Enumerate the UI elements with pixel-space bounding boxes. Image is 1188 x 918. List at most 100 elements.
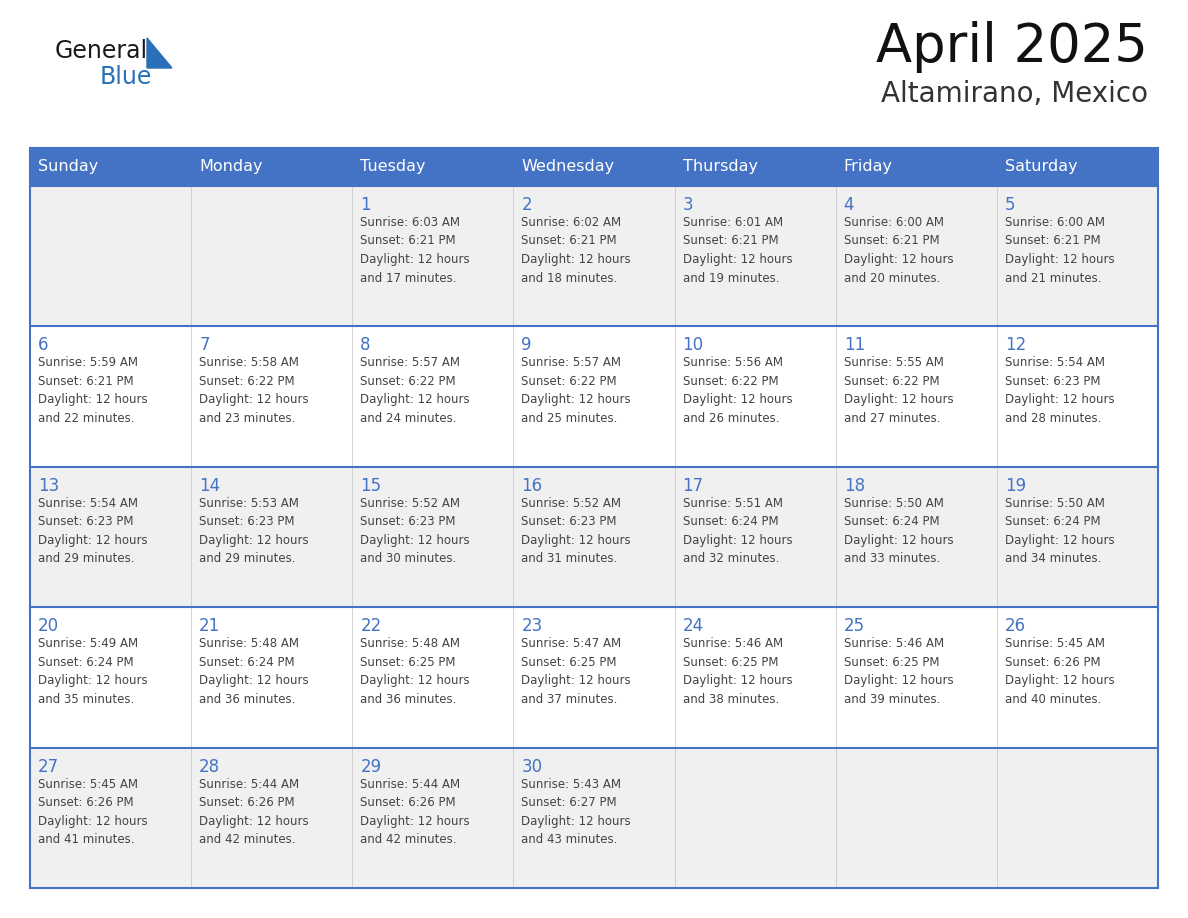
Text: 1: 1 [360,196,371,214]
Text: Wednesday: Wednesday [522,160,614,174]
Text: 2: 2 [522,196,532,214]
Text: Sunrise: 5:52 AM
Sunset: 6:23 PM
Daylight: 12 hours
and 31 minutes.: Sunrise: 5:52 AM Sunset: 6:23 PM Dayligh… [522,497,631,565]
Bar [997,327,1158,466]
Text: Sunrise: 5:57 AM
Sunset: 6:22 PM
Daylight: 12 hours
and 24 minutes.: Sunrise: 5:57 AM Sunset: 6:22 PM Dayligh… [360,356,470,425]
Bar [30,466,191,607]
Text: 18: 18 [843,476,865,495]
Bar [513,327,675,466]
Text: 19: 19 [1005,476,1026,495]
Bar [675,186,835,327]
Text: Blue: Blue [100,65,152,89]
Text: Sunrise: 5:48 AM
Sunset: 6:24 PM
Daylight: 12 hours
and 36 minutes.: Sunrise: 5:48 AM Sunset: 6:24 PM Dayligh… [200,637,309,706]
Text: Sunrise: 5:48 AM
Sunset: 6:25 PM
Daylight: 12 hours
and 36 minutes.: Sunrise: 5:48 AM Sunset: 6:25 PM Dayligh… [360,637,470,706]
Text: 12: 12 [1005,336,1026,354]
Text: Sunrise: 5:54 AM
Sunset: 6:23 PM
Daylight: 12 hours
and 29 minutes.: Sunrise: 5:54 AM Sunset: 6:23 PM Dayligh… [38,497,147,565]
Text: 29: 29 [360,757,381,776]
Text: Sunrise: 5:45 AM
Sunset: 6:26 PM
Daylight: 12 hours
and 40 minutes.: Sunrise: 5:45 AM Sunset: 6:26 PM Dayligh… [1005,637,1114,706]
Text: Tuesday: Tuesday [360,160,425,174]
Bar [513,466,675,607]
Bar [30,747,191,888]
Bar [835,186,997,327]
Bar [30,148,191,186]
Text: Altamirano, Mexico: Altamirano, Mexico [881,80,1148,108]
Text: Sunrise: 5:56 AM
Sunset: 6:22 PM
Daylight: 12 hours
and 26 minutes.: Sunrise: 5:56 AM Sunset: 6:22 PM Dayligh… [683,356,792,425]
Bar [997,466,1158,607]
Text: 24: 24 [683,617,703,635]
Text: Sunrise: 5:46 AM
Sunset: 6:25 PM
Daylight: 12 hours
and 39 minutes.: Sunrise: 5:46 AM Sunset: 6:25 PM Dayligh… [843,637,953,706]
Text: Saturday: Saturday [1005,160,1078,174]
Bar [191,747,353,888]
Text: Sunrise: 5:58 AM
Sunset: 6:22 PM
Daylight: 12 hours
and 23 minutes.: Sunrise: 5:58 AM Sunset: 6:22 PM Dayligh… [200,356,309,425]
Text: Sunrise: 5:53 AM
Sunset: 6:23 PM
Daylight: 12 hours
and 29 minutes.: Sunrise: 5:53 AM Sunset: 6:23 PM Dayligh… [200,497,309,565]
Bar [835,607,997,747]
Bar [353,327,513,466]
Text: 15: 15 [360,476,381,495]
Bar [513,747,675,888]
Text: Sunrise: 5:50 AM
Sunset: 6:24 PM
Daylight: 12 hours
and 34 minutes.: Sunrise: 5:50 AM Sunset: 6:24 PM Dayligh… [1005,497,1114,565]
Bar [191,466,353,607]
Text: 17: 17 [683,476,703,495]
Bar [675,607,835,747]
Text: 10: 10 [683,336,703,354]
Text: General: General [55,39,148,63]
Text: Sunrise: 5:59 AM
Sunset: 6:21 PM
Daylight: 12 hours
and 22 minutes.: Sunrise: 5:59 AM Sunset: 6:21 PM Dayligh… [38,356,147,425]
Text: 27: 27 [38,757,59,776]
Bar [997,148,1158,186]
Text: Friday: Friday [843,160,892,174]
Bar [353,607,513,747]
Text: 4: 4 [843,196,854,214]
Text: 13: 13 [38,476,59,495]
Text: Sunrise: 5:55 AM
Sunset: 6:22 PM
Daylight: 12 hours
and 27 minutes.: Sunrise: 5:55 AM Sunset: 6:22 PM Dayligh… [843,356,953,425]
Text: 11: 11 [843,336,865,354]
Text: 6: 6 [38,336,49,354]
Text: Sunrise: 5:54 AM
Sunset: 6:23 PM
Daylight: 12 hours
and 28 minutes.: Sunrise: 5:54 AM Sunset: 6:23 PM Dayligh… [1005,356,1114,425]
Bar [513,148,675,186]
Bar [191,327,353,466]
Bar [835,747,997,888]
Text: Sunrise: 5:57 AM
Sunset: 6:22 PM
Daylight: 12 hours
and 25 minutes.: Sunrise: 5:57 AM Sunset: 6:22 PM Dayligh… [522,356,631,425]
Text: Sunrise: 5:44 AM
Sunset: 6:26 PM
Daylight: 12 hours
and 42 minutes.: Sunrise: 5:44 AM Sunset: 6:26 PM Dayligh… [360,778,470,846]
Bar [191,607,353,747]
Text: 20: 20 [38,617,59,635]
Text: Sunrise: 5:50 AM
Sunset: 6:24 PM
Daylight: 12 hours
and 33 minutes.: Sunrise: 5:50 AM Sunset: 6:24 PM Dayligh… [843,497,953,565]
Bar [353,186,513,327]
Text: April 2025: April 2025 [876,21,1148,73]
Text: Sunrise: 5:46 AM
Sunset: 6:25 PM
Daylight: 12 hours
and 38 minutes.: Sunrise: 5:46 AM Sunset: 6:25 PM Dayligh… [683,637,792,706]
Bar [30,607,191,747]
Text: 26: 26 [1005,617,1026,635]
Bar [835,148,997,186]
Text: 28: 28 [200,757,220,776]
Bar [353,747,513,888]
Text: 21: 21 [200,617,221,635]
Text: Sunrise: 5:45 AM
Sunset: 6:26 PM
Daylight: 12 hours
and 41 minutes.: Sunrise: 5:45 AM Sunset: 6:26 PM Dayligh… [38,778,147,846]
Text: Sunrise: 6:02 AM
Sunset: 6:21 PM
Daylight: 12 hours
and 18 minutes.: Sunrise: 6:02 AM Sunset: 6:21 PM Dayligh… [522,216,631,285]
Text: 8: 8 [360,336,371,354]
Bar [353,148,513,186]
Bar [513,607,675,747]
Text: 25: 25 [843,617,865,635]
Text: Sunrise: 5:47 AM
Sunset: 6:25 PM
Daylight: 12 hours
and 37 minutes.: Sunrise: 5:47 AM Sunset: 6:25 PM Dayligh… [522,637,631,706]
Text: Thursday: Thursday [683,160,758,174]
Text: 9: 9 [522,336,532,354]
Text: Sunrise: 5:43 AM
Sunset: 6:27 PM
Daylight: 12 hours
and 43 minutes.: Sunrise: 5:43 AM Sunset: 6:27 PM Dayligh… [522,778,631,846]
Bar [997,607,1158,747]
Text: Sunday: Sunday [38,160,99,174]
Text: 3: 3 [683,196,693,214]
Text: Sunrise: 6:00 AM
Sunset: 6:21 PM
Daylight: 12 hours
and 20 minutes.: Sunrise: 6:00 AM Sunset: 6:21 PM Dayligh… [843,216,953,285]
Bar [191,148,353,186]
Bar [675,747,835,888]
Bar [353,466,513,607]
Text: Sunrise: 5:49 AM
Sunset: 6:24 PM
Daylight: 12 hours
and 35 minutes.: Sunrise: 5:49 AM Sunset: 6:24 PM Dayligh… [38,637,147,706]
Bar [675,466,835,607]
Text: Sunrise: 6:03 AM
Sunset: 6:21 PM
Daylight: 12 hours
and 17 minutes.: Sunrise: 6:03 AM Sunset: 6:21 PM Dayligh… [360,216,470,285]
Bar [675,327,835,466]
Bar [835,466,997,607]
Text: Sunrise: 5:52 AM
Sunset: 6:23 PM
Daylight: 12 hours
and 30 minutes.: Sunrise: 5:52 AM Sunset: 6:23 PM Dayligh… [360,497,470,565]
Bar [513,186,675,327]
Text: Sunrise: 5:51 AM
Sunset: 6:24 PM
Daylight: 12 hours
and 32 minutes.: Sunrise: 5:51 AM Sunset: 6:24 PM Dayligh… [683,497,792,565]
Polygon shape [147,38,172,68]
Text: Sunrise: 5:44 AM
Sunset: 6:26 PM
Daylight: 12 hours
and 42 minutes.: Sunrise: 5:44 AM Sunset: 6:26 PM Dayligh… [200,778,309,846]
Text: 16: 16 [522,476,543,495]
Text: 7: 7 [200,336,209,354]
Text: 30: 30 [522,757,543,776]
